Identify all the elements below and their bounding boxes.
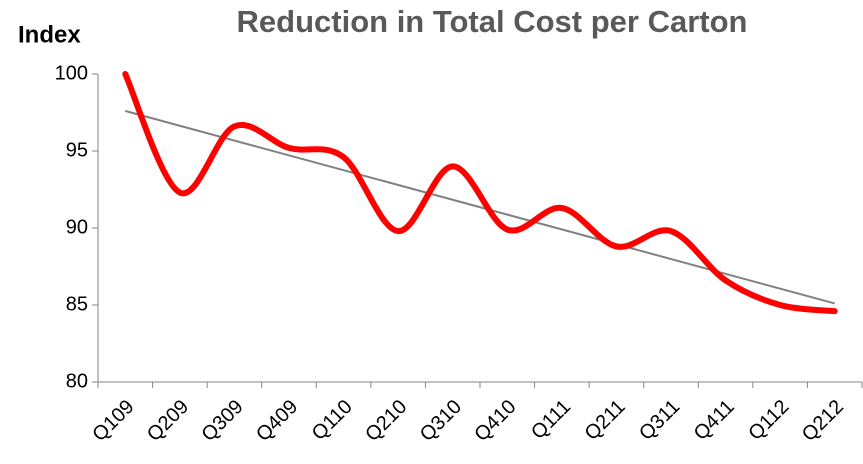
x-tick-label: Q409: [252, 396, 302, 446]
y-axis-label: Index: [18, 21, 81, 48]
x-tick-label: Q212: [798, 396, 848, 446]
x-tick-label: Q210: [361, 396, 411, 446]
data-line: [122, 71, 838, 315]
y-tick-label: 90: [66, 216, 88, 238]
x-tick-label: Q209: [143, 396, 193, 446]
x-tick-label: Q211: [581, 396, 630, 445]
y-tick-label: 95: [66, 139, 88, 161]
x-tick-label: Q112: [744, 396, 793, 445]
x-tick-label: Q309: [198, 396, 248, 446]
x-tick-label: Q310: [416, 396, 466, 446]
x-tick-label: Q410: [470, 396, 520, 446]
chart-title: Reduction in Total Cost per Carton: [237, 4, 748, 39]
y-tick-label: 80: [66, 370, 88, 392]
trend-line: [125, 109, 835, 305]
x-tick-label: Q110: [308, 396, 357, 445]
y-tick-label: 85: [66, 293, 88, 315]
x-tick-label: Q111: [527, 396, 575, 444]
y-tick-label: 100: [55, 62, 88, 84]
x-tick-label: Q109: [88, 396, 138, 446]
x-tick-label: Q411: [690, 396, 739, 445]
x-tick-label: Q311: [635, 396, 684, 445]
